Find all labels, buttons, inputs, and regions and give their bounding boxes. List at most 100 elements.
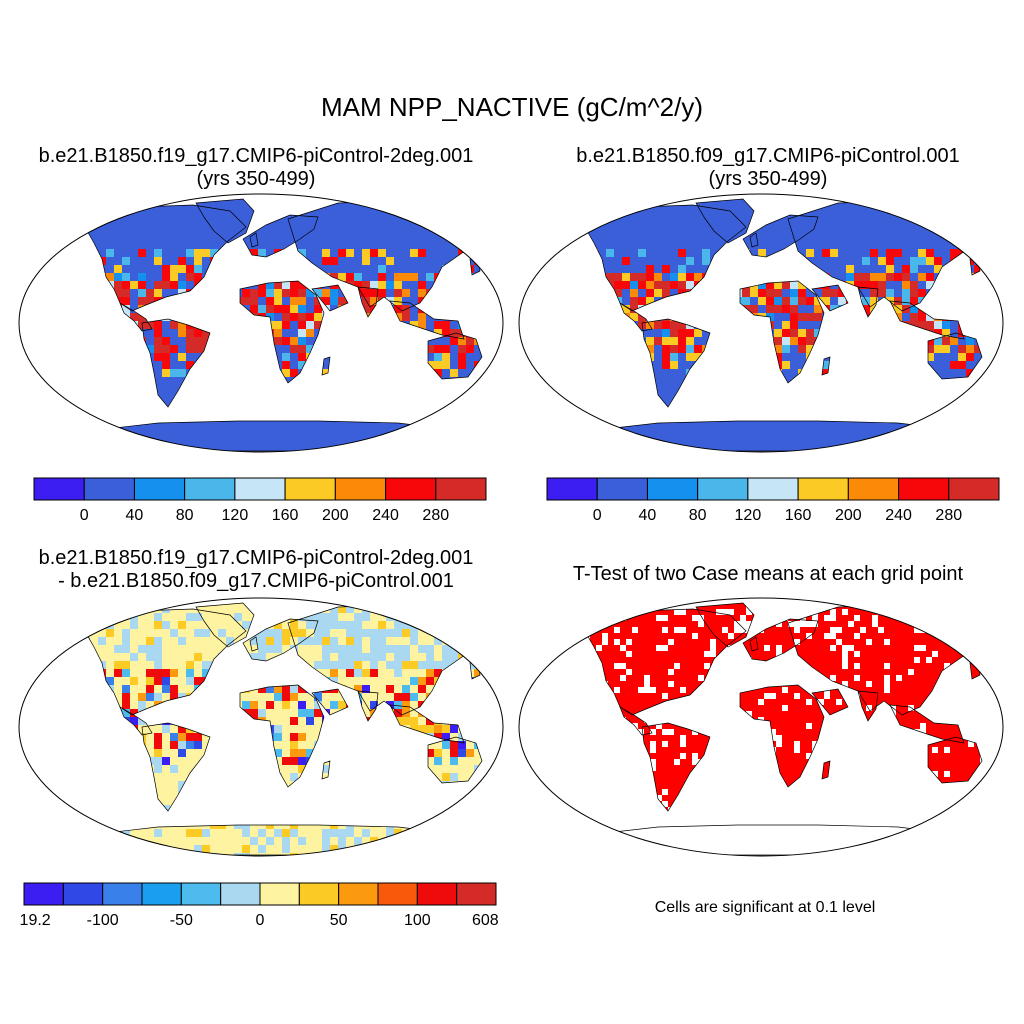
significant-cell [836,633,842,639]
grid-cell [66,337,74,345]
significant-cell [572,675,578,681]
grid-cell [418,757,426,765]
grid-cell [426,701,434,709]
significant-cell [680,711,686,717]
significant-cell [710,783,716,789]
grid-cell [234,313,242,321]
significant-cell [662,633,668,639]
significant-cell [608,657,614,663]
grid-cell [234,853,242,855]
grid-cell [482,613,490,621]
grid-cell [542,313,550,321]
significant-cell [566,627,572,633]
significant-cell [812,723,818,729]
grid-cell [418,337,426,345]
significant-cell [980,687,986,693]
grid-cell [394,645,402,653]
grid-cell [226,773,234,781]
grid-cell [410,629,418,637]
significant-cell [818,753,824,759]
grid-cell [186,265,194,273]
significant-cell [842,669,848,675]
grid-cell [122,289,130,297]
significant-cell [680,657,686,663]
significant-cell [908,657,914,663]
map-content [66,198,504,452]
grid-cell [274,613,282,621]
significant-cell [740,645,746,651]
grid-cell [234,329,242,337]
grid-cell [814,345,822,353]
significant-cell [722,651,728,657]
grid-cell [582,289,590,297]
significant-cell [818,675,824,681]
significant-cell [698,753,704,759]
significant-cell [752,753,758,759]
grid-cell [838,361,846,369]
grid-cell [902,297,910,305]
significant-cell [902,675,908,681]
significant-cell [884,765,890,771]
grid-cell [766,361,774,369]
significant-cell [992,615,998,621]
significant-cell [932,801,938,807]
grid-cell [178,805,186,813]
grid-cell [82,313,90,321]
significant-cell [581,789,584,795]
significant-cell [530,699,536,705]
significant-cell [848,663,854,669]
grid-cell [718,305,726,313]
significant-cell [686,819,692,825]
grid-cell [918,361,926,369]
grid-cell [202,661,210,669]
significant-cell [962,747,968,753]
significant-cell [908,777,914,783]
grid-cell [66,669,74,677]
significant-cell [638,693,644,699]
grid-cell [498,273,504,281]
grid-cell [614,321,622,329]
panel-title-diff: b.e21.B1850.f19_g17.CMIP6-piControl-2deg… [0,547,512,593]
grid-cell [806,297,814,305]
significant-cell [656,741,662,747]
significant-cell [920,813,926,819]
significant-cell [590,681,596,687]
grid-cell [346,305,354,313]
significant-cell [602,645,608,651]
grid-cell [242,313,250,321]
significant-cell [680,633,686,639]
significant-cell [548,651,554,657]
significant-cell [932,783,938,789]
significant-cell [710,801,716,807]
significant-cell [596,705,602,711]
significant-cell [902,657,908,663]
grid-cell [162,685,170,693]
significant-cell [758,753,764,759]
significant-cell [860,693,866,699]
grid-cell [482,661,490,669]
grid-cell [966,305,974,313]
grid-cell [450,653,458,661]
significant-cell [848,687,854,693]
significant-cell [824,627,830,633]
grid-cell [402,733,410,741]
significant-cell [848,753,854,759]
significant-cell [716,741,722,747]
grid-cell [154,693,162,701]
significant-cell [590,807,596,813]
significant-cell [740,729,746,735]
significant-cell [782,765,788,771]
map-case1 [18,193,504,453]
grid-cell [758,257,766,265]
significant-cell [581,663,584,669]
grid-cell [854,305,862,313]
significant-cell [728,675,734,681]
significant-cell [980,693,986,699]
grid-cell [354,613,362,621]
grid-cell [298,837,306,845]
grid-cell [402,653,410,661]
grid-cell [402,757,410,765]
significant-cell [560,735,566,741]
grid-cell [410,661,418,669]
grid-cell [790,273,798,281]
